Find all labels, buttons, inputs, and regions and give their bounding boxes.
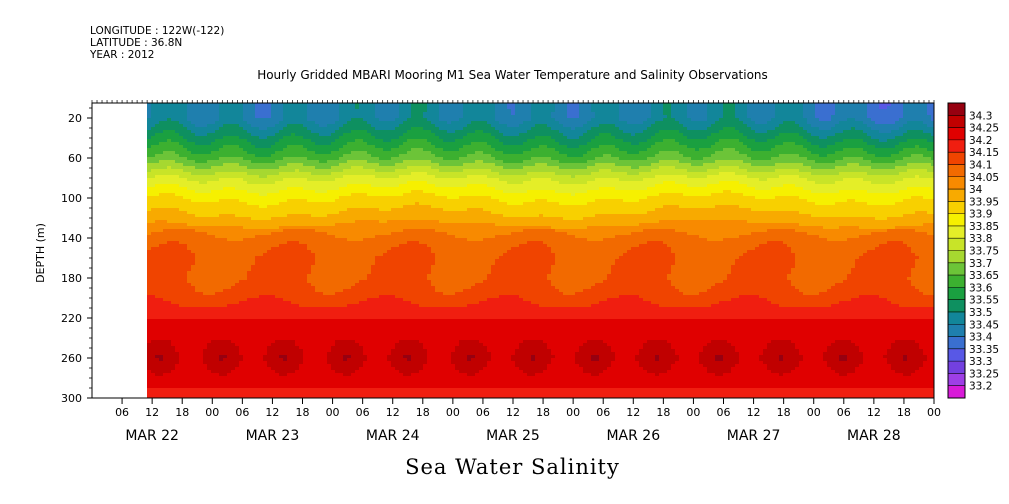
colorbar-label: 33.4	[969, 332, 993, 344]
colorbar-swatch	[948, 128, 965, 141]
y-tick-label: 260	[61, 352, 82, 365]
colorbar-label: 33.6	[969, 282, 993, 294]
colorbar-label: 33.2	[969, 381, 992, 393]
x-tick-label: 00	[807, 406, 821, 419]
colorbar-swatch	[948, 324, 965, 337]
x-tick-label: 00	[927, 406, 941, 419]
colorbar-label: 33.55	[969, 295, 999, 307]
x-tick-label: 12	[747, 406, 761, 419]
colorbar-label: 33.3	[969, 356, 992, 368]
colorbar-label: 33.65	[969, 270, 999, 282]
x-tick-label: 18	[296, 406, 310, 419]
x-tick-label: 00	[326, 406, 340, 419]
colorbar-swatch	[948, 300, 965, 313]
x-axis-title: Sea Water Salinity	[0, 455, 1009, 479]
colorbar-swatch	[948, 361, 965, 374]
colorbar-swatch	[948, 214, 965, 227]
x-tick-label: 18	[897, 406, 911, 419]
heatmap-field	[147, 103, 934, 398]
colorbar: 33.233.2533.333.3533.433.4533.533.5533.6…	[948, 103, 999, 398]
x-tick-label: 18	[777, 406, 791, 419]
colorbar-swatch	[948, 140, 965, 153]
x-tick-label: 12	[386, 406, 400, 419]
colorbar-label: 34.3	[969, 110, 992, 122]
x-tick-label: 06	[115, 406, 129, 419]
colorbar-label: 34.2	[969, 135, 992, 147]
colorbar-label: 33.35	[969, 344, 999, 356]
y-tick-label: 140	[61, 232, 82, 245]
colorbar-swatch	[948, 275, 965, 288]
y-axis: 20 60 100 140 180 220 260 300	[61, 108, 92, 405]
x-tick-label: 00	[566, 406, 580, 419]
x-tick-label: 12	[145, 406, 159, 419]
colorbar-label: 34.05	[969, 172, 999, 184]
colorbar-label: 34.1	[969, 159, 992, 171]
x-tick-label: 18	[656, 406, 670, 419]
colorbar-label: 33.9	[969, 209, 992, 221]
colorbar-swatch	[948, 164, 965, 177]
colorbar-label: 33.7	[969, 258, 992, 270]
colorbar-swatch	[948, 263, 965, 276]
y-tick-label: 300	[61, 392, 82, 405]
x-tick-label: 06	[235, 406, 249, 419]
colorbar-swatch	[948, 238, 965, 251]
colorbar-label: 34	[969, 184, 983, 196]
y-tick-label: 60	[68, 152, 82, 165]
colorbar-swatch	[948, 201, 965, 214]
x-tick-label: 00	[446, 406, 460, 419]
colorbar-swatch	[948, 312, 965, 325]
colorbar-swatch	[948, 251, 965, 264]
x-tick-label: 18	[536, 406, 550, 419]
colorbar-swatch	[948, 177, 965, 190]
colorbar-label: 33.45	[969, 319, 999, 331]
x-tick-label: 18	[416, 406, 430, 419]
x-tick-label: 00	[205, 406, 219, 419]
x-day-label: MAR 28	[847, 428, 901, 444]
y-axis-title: DEPTH (m)	[34, 223, 47, 283]
x-day-label: MAR 22	[125, 428, 179, 444]
x-tick-label: 06	[717, 406, 731, 419]
colorbar-label: 33.8	[969, 233, 992, 245]
colorbar-swatch	[948, 115, 965, 128]
x-day-label: MAR 26	[606, 428, 660, 444]
x-tick-label: 12	[265, 406, 279, 419]
colorbar-swatch	[948, 226, 965, 239]
x-day-label: MAR 24	[366, 428, 420, 444]
colorbar-swatch	[948, 287, 965, 300]
colorbar-label: 33.5	[969, 307, 992, 319]
colorbar-swatch	[948, 386, 965, 399]
x-tick-label: 06	[476, 406, 490, 419]
x-tick-label: 06	[596, 406, 610, 419]
y-tick-label: 220	[61, 312, 82, 325]
colorbar-label: 33.95	[969, 196, 999, 208]
x-day-label: MAR 27	[727, 428, 781, 444]
x-tick-label: 12	[867, 406, 881, 419]
colorbar-swatch	[948, 189, 965, 202]
x-tick-label: 00	[686, 406, 700, 419]
y-tick-label: 100	[61, 192, 82, 205]
colorbar-label: 34.15	[969, 147, 999, 159]
x-tick-label: 18	[175, 406, 189, 419]
x-tick-label: 06	[837, 406, 851, 419]
x-tick-label: 12	[506, 406, 520, 419]
colorbar-label: 33.85	[969, 221, 999, 233]
x-day-label: MAR 23	[246, 428, 300, 444]
x-day-label: MAR 25	[486, 428, 540, 444]
colorbar-label: 34.25	[969, 123, 999, 135]
colorbar-swatch	[948, 373, 965, 386]
colorbar-label: 33.75	[969, 246, 999, 258]
colorbar-swatch	[948, 349, 965, 362]
colorbar-label: 33.25	[969, 368, 999, 380]
y-tick-label: 180	[61, 272, 82, 285]
x-tick-label: 12	[626, 406, 640, 419]
colorbar-swatch	[948, 103, 965, 116]
colorbar-swatch	[948, 337, 965, 350]
colorbar-swatch	[948, 152, 965, 165]
x-axis: 06 12 18 00 06 12 18 00 06 12 18 00 06 12 18 00 06 12 18 00…	[115, 398, 941, 444]
y-tick-label: 20	[68, 112, 82, 125]
x-tick-label: 06	[356, 406, 370, 419]
